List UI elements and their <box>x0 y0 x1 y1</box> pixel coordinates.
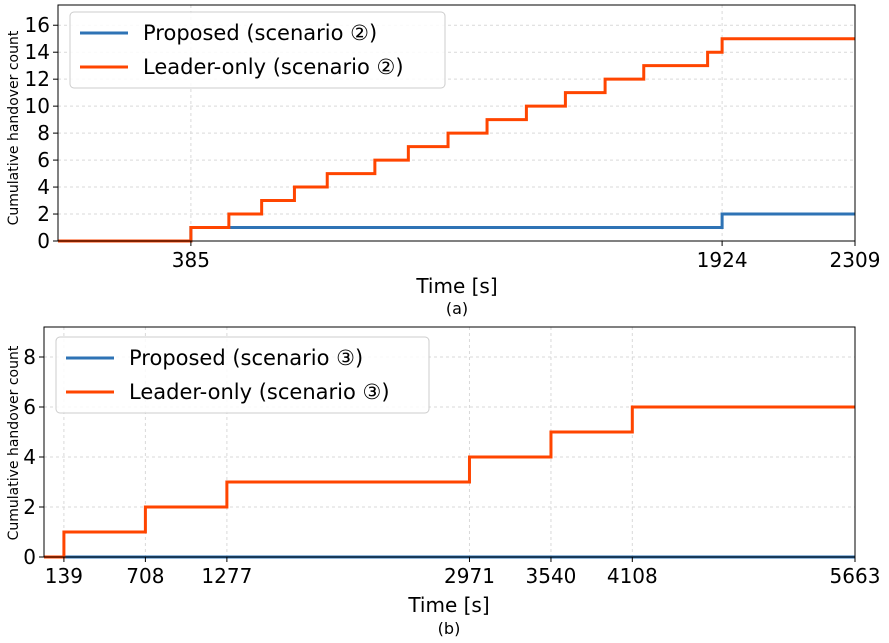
y-tick-label: 2 <box>23 495 36 519</box>
y-tick-label: 4 <box>37 175 50 199</box>
y-tick-label: 6 <box>23 395 36 419</box>
legend-a: Proposed (scenario ②) Leader-only (scenar… <box>69 11 446 89</box>
x-tick-label: 385 <box>172 248 210 272</box>
ticks-b: 0 2 4 6 8 139 708 1277 2971 3540 4108 5663 <box>23 345 880 588</box>
subplot-caption-b: (b) <box>438 619 461 638</box>
y-tick-label: 0 <box>37 229 50 253</box>
x-tick-label: 1277 <box>201 564 252 588</box>
subplot-caption-a: (a) <box>446 299 468 318</box>
x-tick-label: 2971 <box>444 564 495 588</box>
x-tick-label: 2309 <box>830 248 881 272</box>
x-tick-label: 3540 <box>526 564 577 588</box>
legend-label: Leader-only (scenario ②) <box>143 55 404 79</box>
legend-label: Proposed (scenario ②) <box>143 21 377 45</box>
x-tick-label: 139 <box>45 564 83 588</box>
y-tick-label: 10 <box>25 94 50 118</box>
axes-frame-b <box>43 326 856 558</box>
y-tick-label: 14 <box>25 40 50 64</box>
x-tick-label: 4108 <box>607 564 658 588</box>
y-tick-label: 4 <box>23 445 36 469</box>
subplot-a: 0 2 4 6 8 10 12 14 16 385 1924 2309 Proposed (scena… <box>6 4 881 318</box>
series-line-leader-only <box>58 37 855 243</box>
x-tick-label: 1924 <box>697 248 748 272</box>
y-axis-label-a: Cumulative handover count <box>6 30 22 225</box>
x-tick-label: 5663 <box>830 564 881 588</box>
y-tick-label: 8 <box>37 121 50 145</box>
y-tick-label: 2 <box>37 202 50 226</box>
y-tick-label: 12 <box>25 67 50 91</box>
x-tick-label: 708 <box>126 564 164 588</box>
y-tick-label: 16 <box>25 13 50 37</box>
y-tick-label: 6 <box>37 148 50 172</box>
legend-box <box>55 336 430 414</box>
legend-b: Proposed (scenario ③) Leader-only (scenar… <box>55 336 430 414</box>
y-tick-label: 8 <box>23 345 36 369</box>
y-tick-label: 0 <box>23 545 36 569</box>
x-axis-label-a: Time [s] <box>415 274 497 298</box>
ticks-a: 0 2 4 6 8 10 12 14 16 385 1924 2309 <box>25 13 881 272</box>
legend-box <box>69 11 446 89</box>
x-axis-label-b: Time [s] <box>407 593 489 617</box>
axes-frame-a <box>57 4 856 242</box>
y-axis-label-b: Cumulative handover count <box>6 345 22 540</box>
legend-label: Leader-only (scenario ③) <box>129 380 390 404</box>
subplot-b: 0 2 4 6 8 139 708 1277 2971 3540 4108 5663 Proposed… <box>6 326 880 638</box>
series-b <box>44 405 855 559</box>
series-line-proposed <box>58 212 855 243</box>
series-line-leader-only <box>44 405 855 559</box>
legend-label: Proposed (scenario ③) <box>129 346 363 370</box>
